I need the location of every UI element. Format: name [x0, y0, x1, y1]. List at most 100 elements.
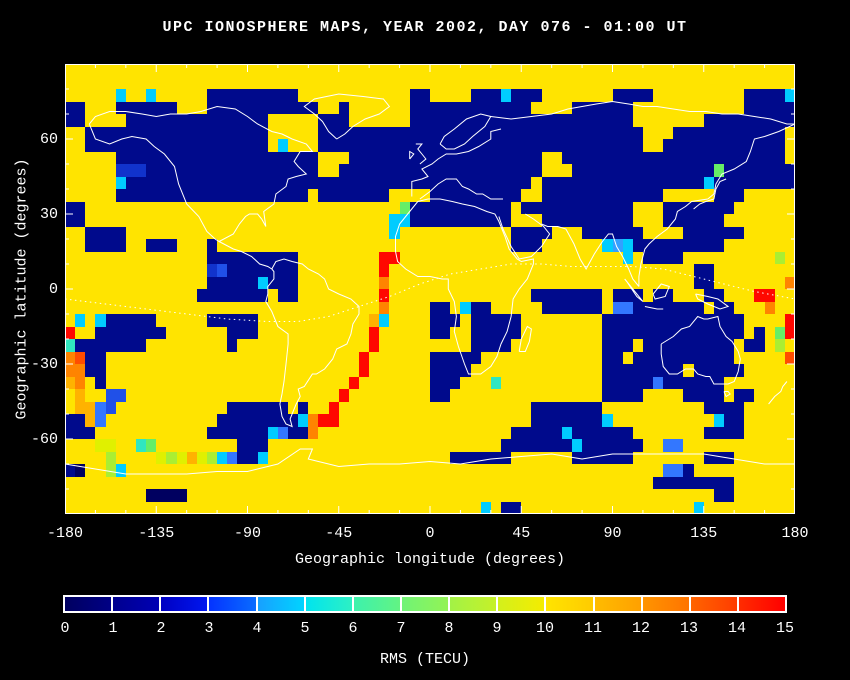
- heatmap-cell: [207, 189, 217, 202]
- heatmap-cell: [389, 214, 400, 227]
- heatmap-cell: [187, 127, 197, 139]
- heatmap-cell: [623, 214, 633, 227]
- heatmap-cell: [116, 139, 126, 152]
- heatmap-cell: [146, 127, 156, 139]
- heatmap-cell: [75, 427, 85, 439]
- heatmap-cell: [613, 227, 623, 239]
- heatmap-cell: [613, 327, 623, 339]
- heatmap-cell: [562, 177, 572, 189]
- heatmap-cell: [683, 339, 694, 352]
- heatmap-cell: [177, 164, 187, 177]
- heatmap-cell: [298, 402, 308, 414]
- heatmap-cell: [65, 377, 75, 389]
- heatmap-cell: [420, 202, 430, 214]
- heatmap-cell: [288, 289, 298, 302]
- coastline: [411, 128, 502, 197]
- heatmap-cell: [268, 414, 278, 427]
- heatmap-cell: [572, 439, 582, 452]
- heatmap-cell: [511, 327, 521, 339]
- heatmap-cell: [633, 352, 643, 364]
- heatmap-cell: [197, 189, 207, 202]
- heatmap-cell: [420, 214, 430, 227]
- heatmap-cell: [298, 102, 308, 114]
- colorbar-tick-label: 8: [444, 620, 454, 637]
- heatmap-cell: [653, 302, 663, 314]
- heatmap-cell: [724, 489, 734, 502]
- heatmap-cell: [724, 339, 734, 352]
- heatmap-cell: [501, 177, 511, 189]
- heatmap-cell: [217, 314, 227, 327]
- heatmap-cell: [562, 414, 572, 427]
- heatmap-cell: [116, 339, 126, 352]
- heatmap-cell: [633, 314, 643, 327]
- heatmap-cell: [237, 289, 248, 302]
- heatmap-cell: [531, 427, 542, 439]
- heatmap-cell: [531, 152, 542, 164]
- heatmap-cell: [278, 89, 288, 102]
- x-tick-label: -90: [233, 525, 261, 542]
- heatmap-cell: [724, 189, 734, 202]
- heatmap-cell: [298, 177, 308, 189]
- heatmap-cell: [714, 152, 724, 164]
- heatmap-cell: [471, 152, 481, 164]
- heatmap-cell: [542, 127, 552, 139]
- heatmap-cell: [116, 327, 126, 339]
- heatmap-cell: [318, 414, 329, 427]
- heatmap-cell: [744, 139, 754, 152]
- heatmap-cell: [562, 202, 572, 214]
- heatmap-cell: [106, 389, 116, 402]
- heatmap-cell: [481, 339, 491, 352]
- heatmap-cell: [420, 102, 430, 114]
- heatmap-cell: [106, 127, 116, 139]
- heatmap-cell: [744, 89, 754, 102]
- coastline: [439, 113, 492, 150]
- heatmap-cell: [643, 177, 653, 189]
- heatmap-cell: [734, 177, 744, 189]
- heatmap-cell: [623, 127, 633, 139]
- colorbar-tick-label: 5: [300, 620, 310, 637]
- heatmap-cell: [491, 452, 501, 464]
- heatmap-cell: [673, 302, 683, 314]
- heatmap-cell: [379, 152, 389, 164]
- heatmap-cell: [481, 214, 491, 227]
- heatmap-cell: [754, 177, 765, 189]
- heatmap-cell: [734, 127, 744, 139]
- heatmap-cell: [582, 102, 592, 114]
- heatmap-cell: [136, 177, 146, 189]
- heatmap-cell: [552, 302, 562, 314]
- heatmap-cell: [552, 177, 562, 189]
- heatmap-cell: [613, 439, 623, 452]
- colorbar-segment: [161, 597, 208, 611]
- heatmap-cell: [542, 427, 552, 439]
- heatmap-cell: [754, 89, 765, 102]
- heatmap-cell: [633, 302, 643, 314]
- heatmap-cell: [673, 127, 683, 139]
- heatmap-cell: [258, 102, 268, 114]
- heatmap-cell: [572, 302, 582, 314]
- colorbar-tick-label: 10: [535, 620, 554, 637]
- heatmap-cell: [481, 314, 491, 327]
- heatmap-cell: [116, 389, 126, 402]
- heatmap-cell: [623, 227, 633, 239]
- heatmap-cell: [450, 452, 460, 464]
- coastline: [303, 93, 391, 140]
- heatmap-cell: [227, 164, 237, 177]
- heatmap-cell: [724, 477, 734, 489]
- heatmap-cell: [643, 164, 653, 177]
- heatmap-cell: [542, 214, 552, 227]
- heatmap-cell: [481, 102, 491, 114]
- heatmap-cell: [765, 89, 775, 102]
- heatmap-cell: [602, 427, 613, 439]
- heatmap-cell: [298, 189, 308, 202]
- heatmap-cell: [521, 164, 531, 177]
- heatmap-cell: [633, 89, 643, 102]
- heatmap-cell: [288, 152, 298, 164]
- heatmap-cell: [765, 127, 775, 139]
- heatmap-cell: [248, 314, 258, 327]
- heatmap-cell: [704, 114, 714, 127]
- heatmap-cell: [592, 439, 602, 452]
- heatmap-cell: [339, 189, 349, 202]
- colorbar-tick-label: 12: [631, 620, 650, 637]
- heatmap-cell: [410, 164, 420, 177]
- heatmap-cell: [237, 102, 248, 114]
